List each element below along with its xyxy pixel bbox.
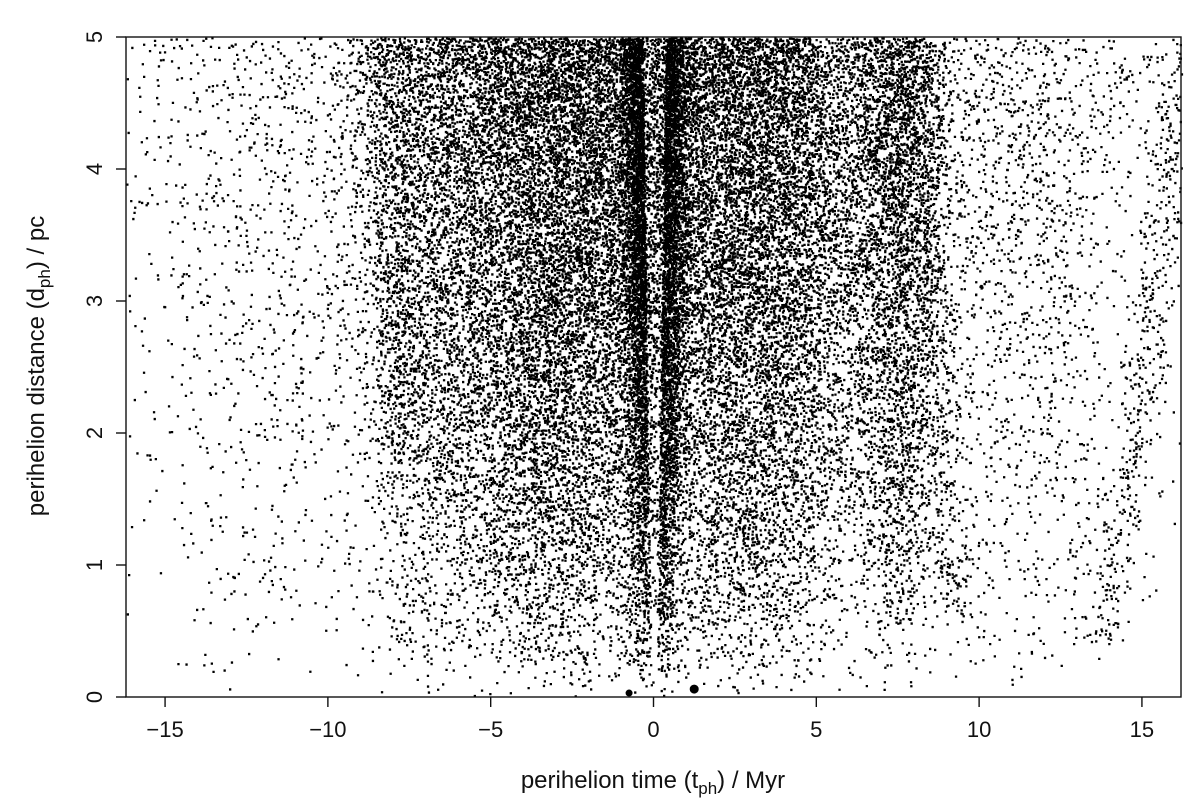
x-tick-label: −15 — [146, 717, 183, 742]
highlighted-point — [689, 684, 699, 694]
data-points — [126, 37, 1184, 698]
y-axis-label-suffix: ) / pc — [23, 216, 50, 269]
x-tick-label: −5 — [478, 717, 503, 742]
scatter-points — [126, 37, 1184, 698]
highlighted-point — [625, 689, 633, 697]
y-tick-label: 0 — [82, 691, 107, 703]
x-tick-label: −10 — [309, 717, 346, 742]
y-axis-label: perihelion distance (dph) / pc — [23, 216, 54, 516]
x-axis-label-prefix: perihelion time (t — [521, 767, 699, 794]
x-axis-label-sub: ph — [698, 779, 717, 798]
x-axis-label-suffix: ) / Myr — [717, 767, 785, 794]
y-axis-label-sub: ph — [35, 269, 54, 288]
y-tick-label: 1 — [82, 559, 107, 571]
x-tick-label: 5 — [810, 717, 822, 742]
x-axis-label: perihelion time (tph) / Myr — [521, 767, 785, 798]
axes: −15 −10 −5 0 5 10 15 0 1 2 3 4 5 — [82, 31, 1182, 742]
y-tick-label: 5 — [82, 31, 107, 43]
y-tick-label: 4 — [82, 163, 107, 175]
x-tick-label: 15 — [1130, 717, 1154, 742]
y-tick-label: 3 — [82, 295, 107, 307]
y-axis-label-prefix: perihelion distance (d — [23, 288, 50, 516]
x-tick-label: 0 — [647, 717, 659, 742]
x-tick-label: 10 — [967, 717, 991, 742]
y-tick-label: 2 — [82, 427, 107, 439]
